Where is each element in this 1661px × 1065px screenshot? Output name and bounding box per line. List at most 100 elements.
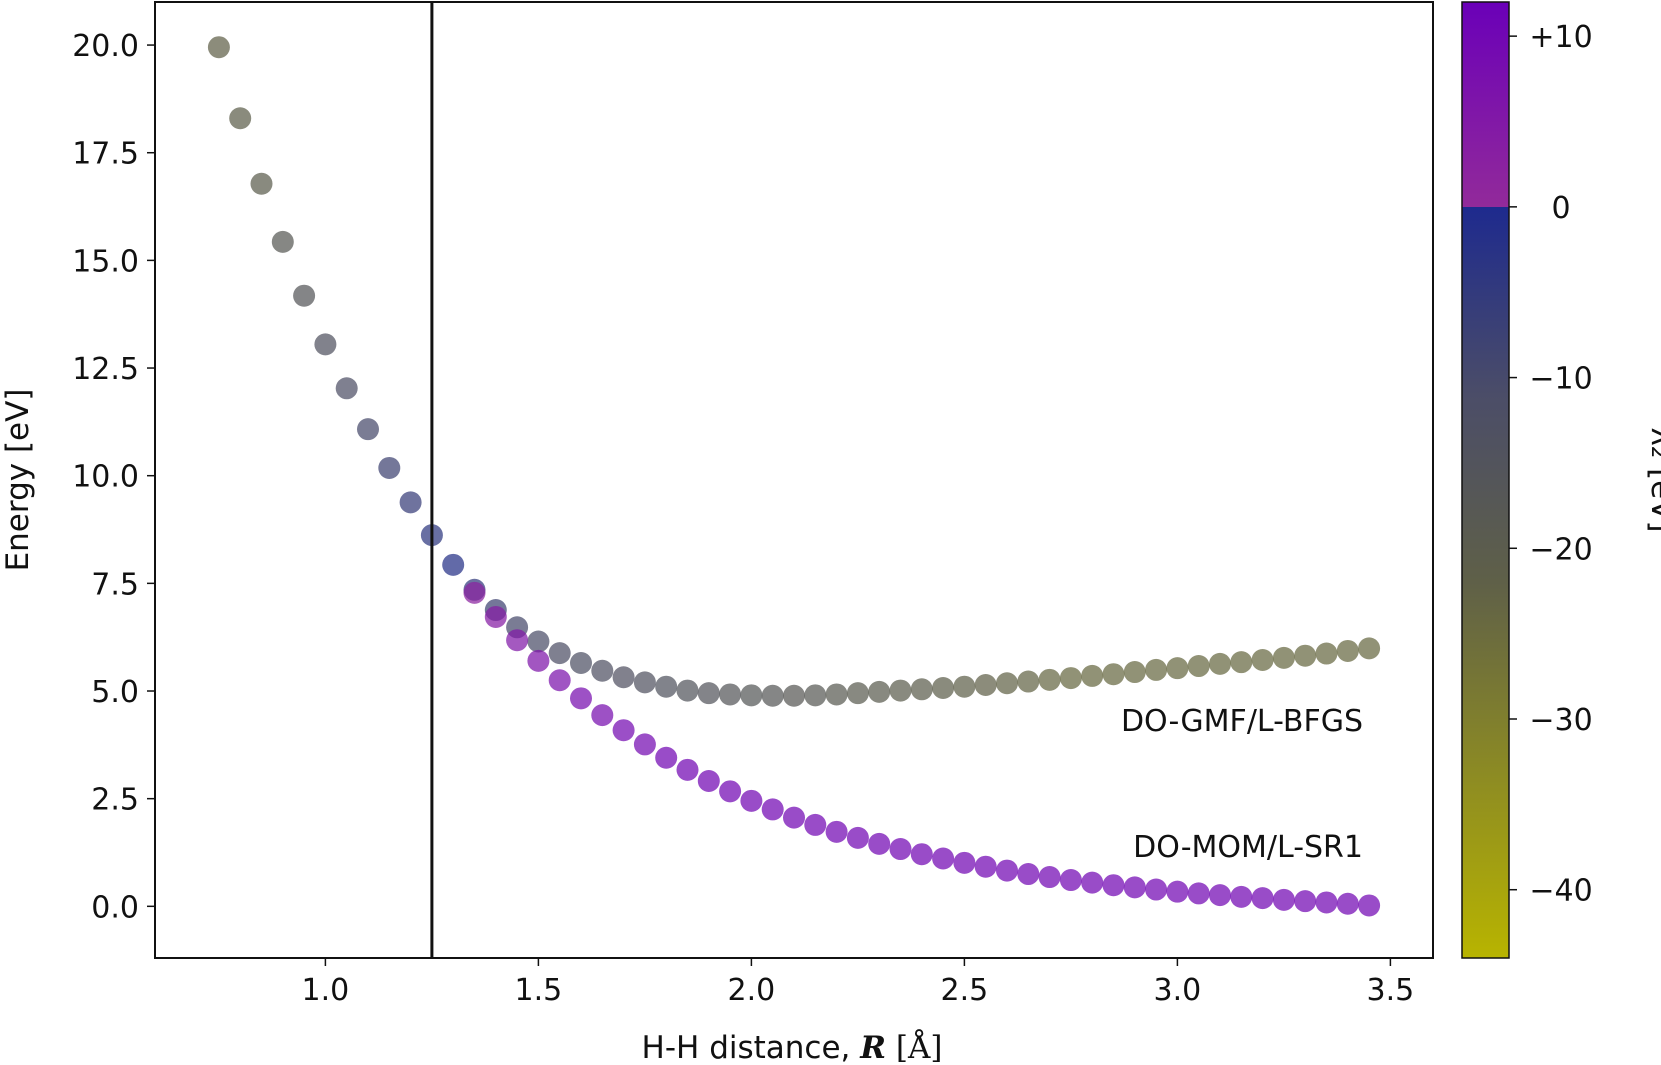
data-point [250, 172, 273, 195]
data-point [293, 284, 316, 307]
data-point [1358, 894, 1381, 917]
colorbar-tick-label: +10 [1529, 20, 1592, 55]
data-point [974, 673, 997, 696]
data-point [1102, 663, 1125, 686]
data-point [612, 719, 635, 742]
data-point [783, 684, 805, 707]
data-point [1230, 885, 1253, 908]
data-point [1251, 887, 1274, 910]
data-point [1272, 646, 1295, 669]
data-point [1102, 874, 1125, 897]
series-mom-lsr1 [463, 581, 1381, 917]
data-point [484, 605, 507, 628]
data-point [1145, 878, 1168, 901]
x-tick-label: 1.0 [302, 973, 350, 1008]
data-point [697, 682, 720, 705]
data-point [889, 679, 912, 702]
data-point [719, 780, 742, 803]
colorbar-tick-label: 0 [1551, 191, 1570, 226]
data-point [804, 684, 827, 707]
data-point [463, 581, 486, 604]
data-point [676, 679, 699, 702]
data-point [1059, 667, 1082, 690]
data-point [570, 652, 592, 675]
data-point [1336, 639, 1359, 662]
y-tick-label: 20.0 [72, 29, 139, 64]
scatter-points [207, 36, 1381, 917]
y-tick-label: 10.0 [72, 460, 139, 495]
data-point [761, 798, 784, 821]
data-point [335, 377, 358, 400]
y-axis-label: Energy [eV] [0, 389, 36, 572]
data-point [996, 859, 1018, 882]
data-point [868, 832, 891, 855]
data-point [761, 684, 784, 707]
data-point [1272, 888, 1295, 911]
data-point [527, 630, 550, 653]
data-point [953, 675, 976, 698]
data-point [825, 820, 848, 843]
data-point [1017, 863, 1040, 886]
y-axis-ticks: 0.0 2.5 5.0 7.5 10.0 12.5 15.0 17.5 20.0 [72, 29, 155, 925]
colorbar-tick-label: −20 [1529, 532, 1592, 567]
data-point [655, 675, 678, 698]
data-point [996, 672, 1018, 695]
data-point [719, 683, 742, 706]
data-point [1166, 657, 1189, 680]
data-point [1209, 652, 1231, 675]
data-point [868, 680, 891, 703]
data-point [783, 806, 805, 829]
data-point [442, 553, 465, 576]
data-point [953, 851, 976, 874]
data-point [932, 676, 955, 699]
plot-background [155, 2, 1433, 958]
data-point [1145, 658, 1168, 681]
colorbar [1461, 1, 1510, 959]
data-point [207, 36, 230, 59]
x-axis-ticks: 1.0 1.5 2.0 2.5 3.0 3.5 [302, 958, 1415, 1008]
colorbar-ticks: +10 0 −10 −20 −30 −40 [1509, 20, 1593, 909]
x-tick-label: 2.0 [728, 973, 776, 1008]
data-point [1081, 664, 1104, 687]
data-point [676, 758, 699, 781]
data-point [591, 704, 614, 727]
data-point [548, 642, 571, 665]
colorbar-tick-label: −30 [1529, 703, 1592, 738]
data-point [1017, 670, 1040, 693]
data-point [910, 678, 933, 701]
data-point [846, 682, 869, 705]
data-point [846, 826, 869, 849]
plot-frame [154, 1, 1434, 959]
data-point [1251, 649, 1274, 672]
y-tick-label: 0.0 [91, 890, 139, 925]
data-point [697, 770, 720, 793]
data-point [740, 789, 763, 812]
x-tick-label: 1.5 [515, 973, 563, 1008]
data-point [1209, 884, 1231, 907]
data-point [1336, 892, 1359, 915]
x-tick-label: 3.5 [1367, 973, 1415, 1008]
data-point [357, 418, 379, 441]
data-point [825, 683, 848, 706]
data-point [1294, 890, 1317, 913]
data-point [932, 847, 955, 870]
data-point [910, 843, 933, 866]
y-tick-label: 17.5 [72, 137, 139, 172]
data-point [591, 659, 614, 682]
data-point [399, 491, 422, 514]
data-point [229, 107, 252, 130]
data-point [271, 230, 294, 253]
y-tick-label: 12.5 [72, 352, 139, 387]
data-point [548, 669, 571, 692]
data-point [506, 629, 529, 652]
y-tick-label: 7.5 [91, 567, 139, 602]
x-tick-label: 3.0 [1154, 973, 1202, 1008]
y-tick-label: 15.0 [72, 244, 139, 279]
y-tick-label: 5.0 [91, 675, 139, 710]
x-axis-label: H-H distance, R [Å] [642, 1028, 943, 1065]
data-point [889, 838, 912, 861]
colorbar-label: λ₂ [eV] [1644, 427, 1661, 532]
data-point [1123, 661, 1146, 684]
data-point [1358, 637, 1381, 660]
